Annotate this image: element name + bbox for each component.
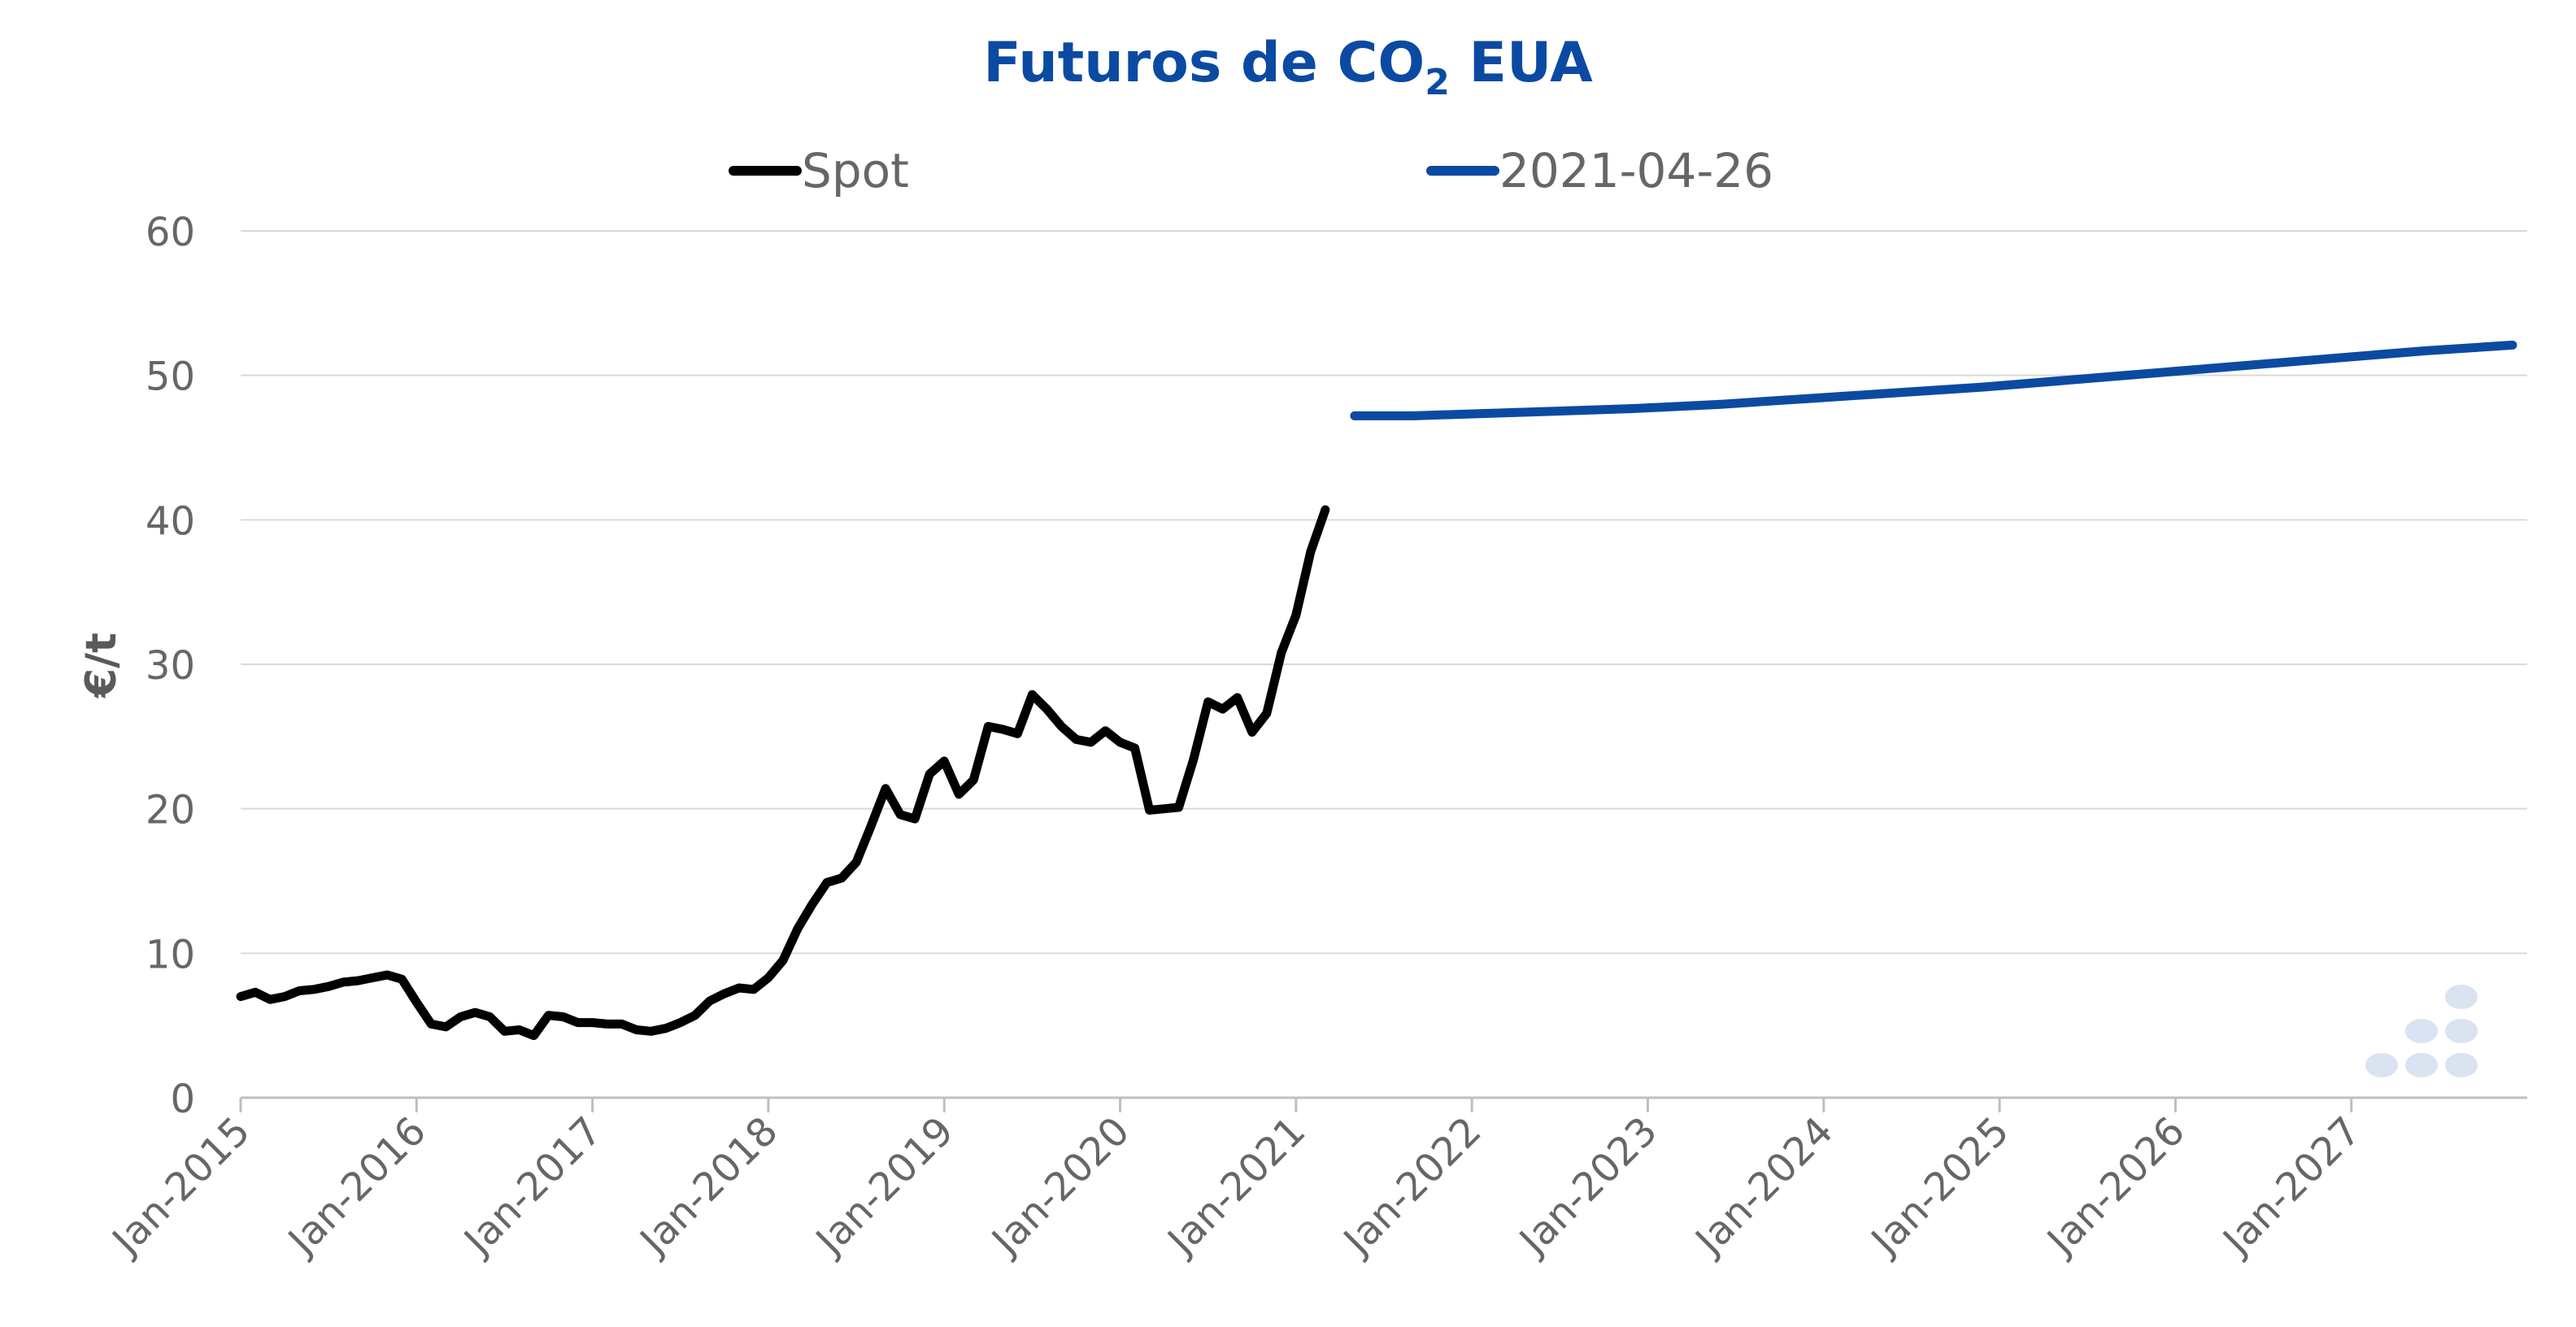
legend-label-futures: 2021-04-26 <box>1499 143 1774 198</box>
x-tick-label: Jan-2020 <box>981 1108 1138 1265</box>
legend-item-futures: 2021-04-26 <box>1426 138 1773 203</box>
x-tick-label: Jan-2019 <box>806 1108 963 1265</box>
spot-line <box>236 505 1330 1041</box>
legend-swatch-spot <box>729 166 802 176</box>
logo-dot <box>2445 985 2478 1009</box>
y-tick-label: 20 <box>146 788 195 833</box>
chart-title: Futuros de CO2 EUA <box>0 31 2576 103</box>
y-tick-label: 50 <box>146 355 195 400</box>
legend-label-spot: Spot <box>802 143 909 198</box>
x-tick-label: Jan-2023 <box>1509 1108 1666 1265</box>
y-axis-label: €/t <box>77 633 126 698</box>
logo-dot <box>2405 1053 2438 1077</box>
chart-title-suffix: EUA <box>1449 31 1593 95</box>
chart-title-main: Futuros de CO <box>983 31 1425 95</box>
legend-swatch-futures <box>1426 166 1499 176</box>
logo-dot <box>2365 1053 2398 1077</box>
x-tick-label: Jan-2017 <box>454 1108 611 1265</box>
logo-dot <box>2445 1019 2478 1043</box>
x-tick-label: Jan-2016 <box>278 1108 435 1265</box>
chart-title-subscript: 2 <box>1425 62 1450 103</box>
grid-lines <box>241 230 2527 955</box>
futures-line-2021-04-26 <box>1350 340 2517 420</box>
x-tick-label: Jan-2022 <box>1334 1108 1490 1265</box>
y-tick-label: 60 <box>146 210 195 255</box>
x-tick-label: Jan-2025 <box>1861 1108 2018 1265</box>
legend-item-spot: Spot <box>729 138 909 203</box>
x-tick-label: Jan-2015 <box>102 1108 259 1265</box>
y-tick-label: 40 <box>146 498 195 544</box>
x-tick-label: Jan-2024 <box>1686 1108 1843 1265</box>
x-tick-label: Jan-2021 <box>1158 1108 1315 1265</box>
dots-logo-icon <box>2365 985 2478 1077</box>
x-tick-label: Jan-2026 <box>2037 1108 2194 1265</box>
y-tick-label: 0 <box>170 1077 195 1122</box>
series-lines <box>236 340 2517 1041</box>
y-tick-label: 30 <box>146 643 195 689</box>
logo-dot <box>2445 1053 2478 1077</box>
x-tick-label: Jan-2027 <box>2213 1108 2370 1265</box>
y-tick-label: 10 <box>146 932 195 977</box>
logo-dot <box>2405 1019 2438 1043</box>
x-tick-label: Jan-2018 <box>630 1108 787 1265</box>
